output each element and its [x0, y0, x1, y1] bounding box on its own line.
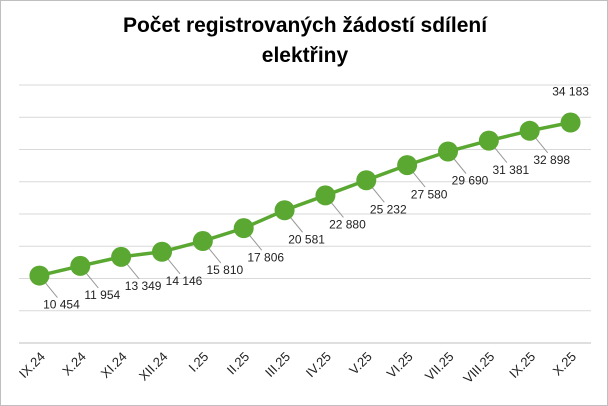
- marker: [478, 130, 499, 151]
- data-label: 10 454: [43, 298, 80, 312]
- data-label: 31 381: [493, 163, 530, 177]
- x-tick-label: XI.24: [98, 349, 130, 381]
- data-label: 25 232: [370, 202, 407, 216]
- marker: [29, 265, 50, 286]
- data-label: 20 581: [288, 232, 325, 246]
- x-tick-label: VI.25: [384, 349, 416, 381]
- marker: [152, 241, 172, 262]
- data-label: 32 898: [533, 153, 570, 167]
- chart-title: Počet registrovaných žádostí sdílení ele…: [122, 14, 488, 67]
- x-tick-label: VII.25: [422, 349, 457, 384]
- marker: [397, 155, 418, 176]
- data-label: 15 810: [207, 263, 244, 277]
- x-tick-label: V.25: [346, 349, 375, 378]
- data-label: 11 954: [84, 288, 120, 302]
- data-label: 13 349: [125, 279, 162, 293]
- x-tick-label: X.25: [550, 349, 580, 379]
- data-label: 27 580: [411, 187, 448, 201]
- marker: [274, 200, 295, 221]
- data-label: 14 146: [166, 274, 203, 288]
- x-tick-label: X.24: [59, 349, 89, 379]
- data-label: 34 183: [552, 85, 589, 99]
- x-tick-label: VIII.25: [460, 349, 497, 386]
- data-label: 17 806: [247, 250, 284, 264]
- marker: [438, 141, 458, 162]
- data-label: 29 690: [452, 174, 489, 188]
- marker: [356, 170, 377, 191]
- marker: [560, 112, 581, 133]
- x-tick-label: II.25: [224, 349, 252, 377]
- x-tick-label: IV.25: [303, 349, 334, 380]
- x-tick-label: III.25: [262, 349, 293, 380]
- x-tick-label: I.25: [185, 349, 211, 375]
- data-label: 22 880: [329, 218, 366, 232]
- marker: [70, 255, 91, 276]
- marker: [192, 231, 213, 252]
- marker: [111, 246, 132, 267]
- x-tick-label: XII.24: [136, 349, 171, 384]
- marker: [519, 120, 540, 141]
- marker: [233, 218, 254, 239]
- x-tick-label: IX.24: [16, 349, 48, 381]
- x-tick-label: IX.25: [506, 349, 538, 381]
- marker: [315, 185, 336, 206]
